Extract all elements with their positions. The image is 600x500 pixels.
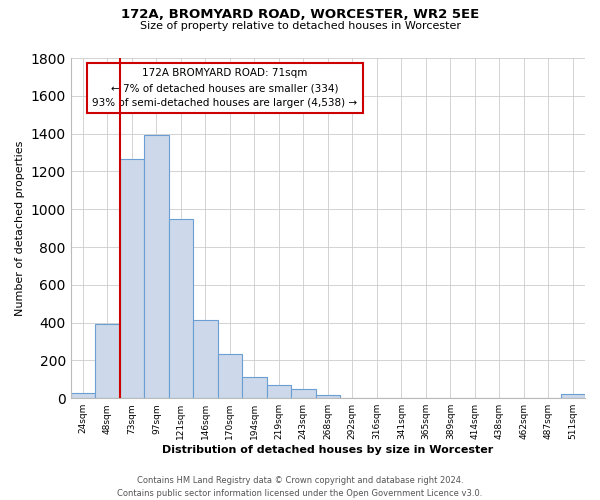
X-axis label: Distribution of detached houses by size in Worcester: Distribution of detached houses by size … bbox=[162, 445, 493, 455]
Bar bbox=[242, 378, 266, 398]
Bar bbox=[218, 354, 242, 398]
Bar bbox=[95, 324, 119, 398]
Bar bbox=[291, 389, 316, 398]
Bar bbox=[193, 320, 218, 398]
Bar bbox=[266, 385, 291, 398]
Bar bbox=[560, 394, 585, 398]
Y-axis label: Number of detached properties: Number of detached properties bbox=[15, 140, 25, 316]
Text: Size of property relative to detached houses in Worcester: Size of property relative to detached ho… bbox=[139, 21, 461, 31]
Bar bbox=[144, 134, 169, 398]
Bar bbox=[119, 159, 144, 398]
Text: 172A BROMYARD ROAD: 71sqm
← 7% of detached houses are smaller (334)
93% of semi-: 172A BROMYARD ROAD: 71sqm ← 7% of detach… bbox=[92, 68, 358, 108]
Bar bbox=[71, 394, 95, 398]
Text: Contains HM Land Registry data © Crown copyright and database right 2024.
Contai: Contains HM Land Registry data © Crown c… bbox=[118, 476, 482, 498]
Bar bbox=[316, 396, 340, 398]
Text: 172A, BROMYARD ROAD, WORCESTER, WR2 5EE: 172A, BROMYARD ROAD, WORCESTER, WR2 5EE bbox=[121, 8, 479, 20]
Bar bbox=[169, 218, 193, 398]
